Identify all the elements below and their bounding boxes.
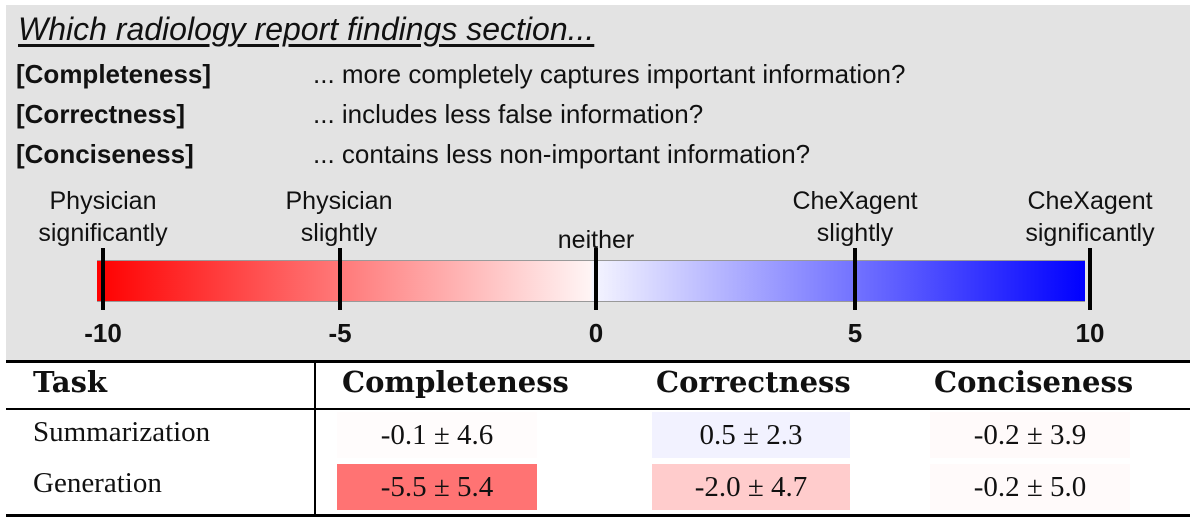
question-panel: Which radiology report findings section.…	[6, 5, 1190, 360]
scale-label-line2: slightly	[816, 219, 894, 247]
scale-label-line1: CheXagent	[792, 187, 918, 215]
row-label-summarization: Summarization	[33, 416, 211, 448]
row-label-generation: Generation	[33, 467, 162, 499]
tick-mark	[853, 248, 857, 310]
tick-label: -5	[328, 318, 352, 348]
cell-generation-correctness: -2.0 ± 4.7	[652, 464, 850, 510]
tick-label: 5	[847, 318, 863, 348]
cell-generation-conciseness: -0.2 ± 5.0	[930, 464, 1130, 510]
criterion-label: [Completeness]	[16, 59, 212, 89]
scale-label-line2: significantly	[38, 219, 168, 247]
criterion-question: ... includes less false information?	[313, 99, 704, 129]
scale-label-line2: significantly	[1025, 219, 1155, 247]
header-completeness: Completeness	[342, 365, 569, 399]
scale-label-chexagent-slightly: CheXagent slightly	[792, 185, 917, 249]
header-task: Task	[33, 365, 108, 399]
scale-label-physician-slightly: Physician slightly	[286, 185, 393, 249]
scale-label-line1: Physician	[49, 187, 157, 215]
tick-mark	[338, 248, 342, 310]
scale-label-line1: Physician	[285, 187, 393, 215]
preference-color-bar	[97, 260, 1085, 302]
scale-label-line2: slightly	[300, 219, 378, 247]
header-conciseness: Conciseness	[934, 365, 1134, 399]
cell-generation-completeness: -5.5 ± 5.4	[337, 464, 537, 510]
tick-label: 10	[1075, 318, 1105, 348]
criterion-label: [Correctness]	[16, 99, 186, 129]
tick-mark	[594, 248, 598, 310]
table-header-rule	[6, 408, 1190, 410]
scale-label-line1: CheXagent	[1027, 187, 1153, 215]
table-bottom-rule	[6, 514, 1190, 517]
table-column-separator	[314, 363, 316, 514]
cell-summarization-completeness: -0.1 ± 4.6	[337, 412, 537, 458]
cell-summarization-correctness: 0.5 ± 2.3	[652, 412, 850, 458]
tick-mark	[101, 248, 105, 310]
scale-label-physician-significantly: Physician significantly	[38, 185, 167, 249]
scale-label-chexagent-significantly: CheXagent significantly	[1025, 185, 1154, 249]
table-top-rule	[6, 360, 1190, 363]
criterion-question: ... contains less non-important informat…	[313, 139, 811, 169]
cell-summarization-conciseness: -0.2 ± 3.9	[930, 412, 1130, 458]
header-correctness: Correctness	[656, 365, 851, 399]
results-table: Task Completeness Correctness Concisenes…	[6, 360, 1190, 518]
question-title: Which radiology report findings section.…	[18, 11, 595, 47]
criterion-label: [Conciseness]	[16, 139, 194, 169]
tick-label: 0	[588, 318, 604, 348]
tick-mark	[1088, 248, 1092, 310]
tick-label: -10	[84, 318, 122, 348]
criterion-question: ... more completely captures important i…	[313, 59, 906, 89]
